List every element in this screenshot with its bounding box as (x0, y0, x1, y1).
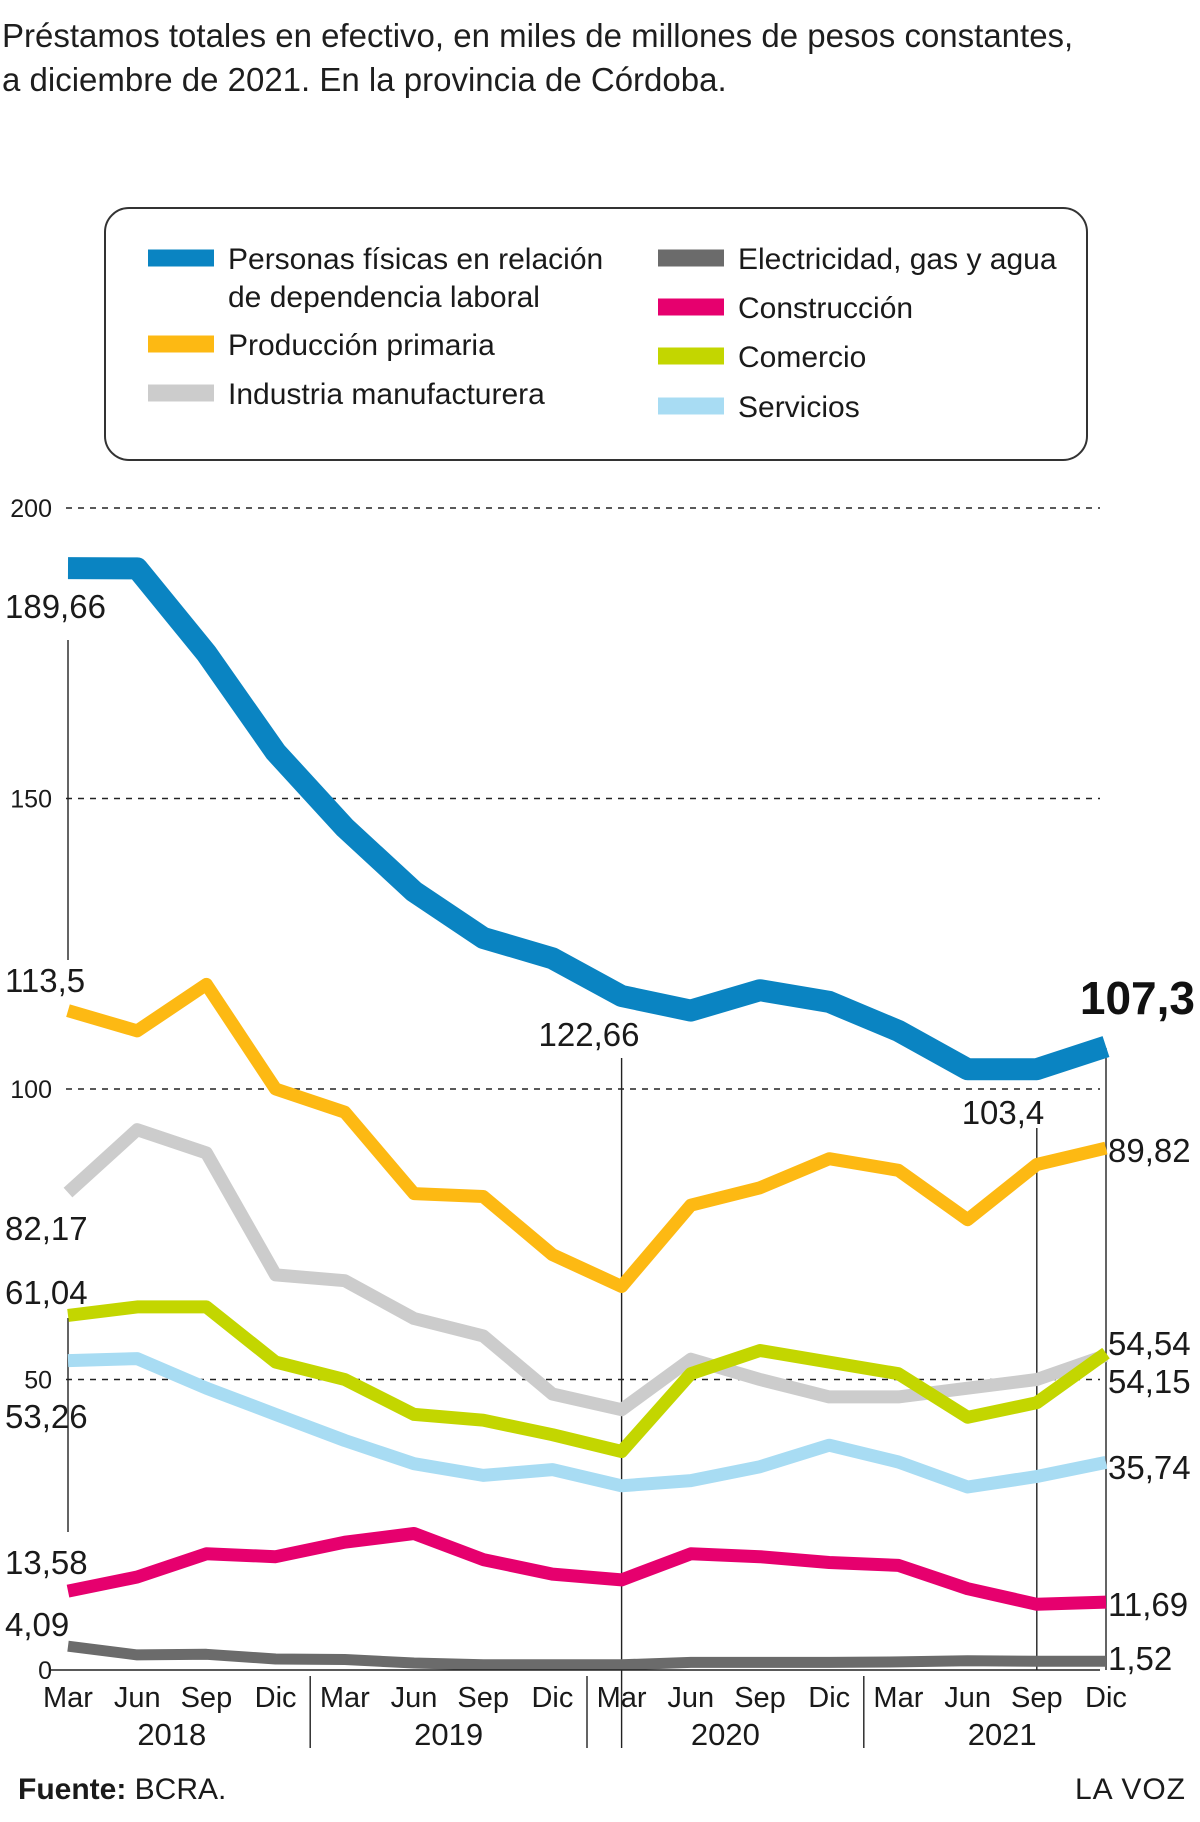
x-tick-label: Dic (255, 1682, 297, 1714)
series-line (67, 1640, 1107, 1671)
source-value: BCRA. (134, 1773, 227, 1806)
legend-box (104, 207, 1088, 461)
chart-subtitle: Préstamos totales en efectivo, en miles … (2, 14, 1182, 102)
data-label: 13,58 (5, 1544, 88, 1581)
data-label: 82,17 (5, 1210, 88, 1247)
legend-label: de dependencia laboral (228, 281, 540, 314)
series-line (67, 1300, 1110, 1458)
data-label: 54,15 (1108, 1363, 1191, 1400)
data-label: 4,09 (5, 1606, 69, 1643)
data-label: 61,04 (5, 1274, 88, 1311)
x-tick-label: Mar (320, 1682, 370, 1714)
y-tick-label: 100 (10, 1076, 52, 1104)
legend: Personas físicas en relación de dependenc… (148, 243, 1057, 424)
data-label: 122,66 (539, 1016, 640, 1053)
series-line (66, 1527, 1107, 1611)
legend-label: Construcción (738, 292, 913, 325)
data-label: 35,74 (1108, 1449, 1191, 1486)
x-tick-label: Dic (808, 1682, 850, 1714)
x-tick-label: Sep (734, 1682, 786, 1714)
x-tick-label: Sep (181, 1682, 233, 1714)
legend-label: Servicios (738, 391, 860, 424)
series-lines (63, 557, 1110, 1671)
x-axis: Mar Jun Sep Dic Mar Jun Sep Dic Mar Jun Sep Dic Mar J… (43, 1669, 1127, 1752)
y-axis: 0 50 100 150 200 (10, 495, 52, 1685)
data-label: 103,4 (962, 1094, 1045, 1131)
x-tick-label: Mar (873, 1682, 923, 1714)
x-tick-label: Sep (457, 1682, 509, 1714)
data-label: 113,5 (5, 962, 85, 999)
series-line (67, 557, 1110, 1081)
data-label: 107,3 (1080, 972, 1195, 1024)
subtitle-line-1: Préstamos totales en efectivo, en miles … (2, 17, 1074, 54)
x-tick-label: Jun (944, 1682, 991, 1714)
data-label: 89,82 (1108, 1132, 1191, 1169)
y-tick-label: 0 (38, 1657, 52, 1685)
x-tick-label: Dic (1085, 1682, 1127, 1714)
x-tick-label: Jun (667, 1682, 714, 1714)
x-tick-label: Dic (531, 1682, 573, 1714)
year-label: 2019 (414, 1717, 483, 1752)
series-line (66, 977, 1108, 1293)
data-label: 11,69 (1108, 1586, 1188, 1623)
data-label: 54,54 (1108, 1325, 1191, 1362)
x-tick-label: Mar (597, 1682, 647, 1714)
year-label: 2021 (968, 1717, 1037, 1752)
gridlines (66, 507, 1100, 1381)
data-label: 1,52 (1108, 1640, 1172, 1677)
source-label: Fuente: (18, 1773, 127, 1806)
x-tick-label: Sep (1011, 1682, 1063, 1714)
legend-label: Electricidad, gas y agua (738, 243, 1057, 276)
y-tick-label: 50 (24, 1367, 52, 1395)
series-line (67, 1352, 1108, 1494)
data-label: 189,66 (5, 588, 106, 625)
x-tick-label: Jun (114, 1682, 161, 1714)
data-label: 53,26 (5, 1398, 88, 1435)
y-tick-label: 150 (10, 786, 52, 814)
legend-label: Comercio (738, 341, 866, 374)
x-tick-label: Jun (391, 1682, 438, 1714)
legend-label: Personas físicas en relación (228, 243, 603, 276)
year-label: 2020 (691, 1717, 760, 1752)
year-label: 2018 (137, 1717, 206, 1752)
x-tick-label: Mar (43, 1682, 93, 1714)
value-annotations: 189,66 113,5 82,17 61,04 53,26 13,58 4,09 122,6… (5, 588, 1195, 1677)
brand-logo-text: LA VOZ (1074, 1773, 1186, 1806)
subtitle-line-2: a diciembre de 2021. En la provincia de … (2, 61, 727, 98)
legend-label: Producción primaria (228, 329, 495, 362)
source-note: Fuente: BCRA. (18, 1773, 226, 1807)
y-tick-label: 200 (10, 495, 52, 523)
legend-label: Industria manufacturera (228, 378, 545, 411)
